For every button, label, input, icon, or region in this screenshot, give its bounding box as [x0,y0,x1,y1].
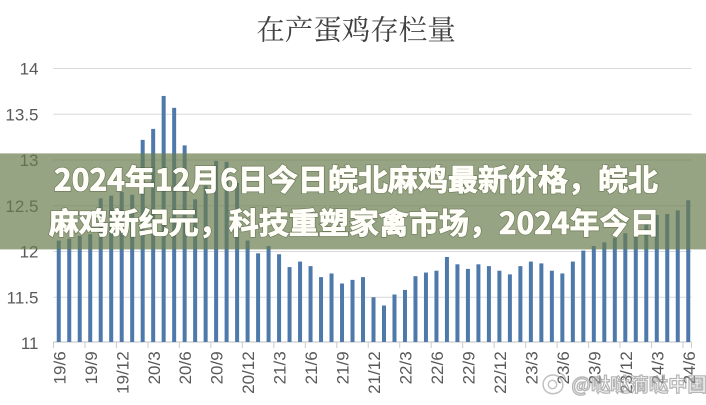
svg-text:19/6: 19/6 [50,351,69,384]
svg-text:23/6: 23/6 [554,351,573,384]
svg-text:22/9: 22/9 [460,351,479,384]
svg-text:21/9: 21/9 [334,351,353,384]
svg-text:21/3: 21/3 [271,351,290,384]
svg-text:22/3: 22/3 [397,351,416,384]
svg-text:19/9: 19/9 [82,351,101,384]
svg-text:19/12: 19/12 [113,351,132,394]
svg-text:21/6: 21/6 [302,351,321,384]
svg-text:20/6: 20/6 [176,351,195,384]
svg-text:22/6: 22/6 [428,351,447,384]
svg-text:11.5: 11.5 [7,288,39,307]
svg-text:22/12: 22/12 [491,351,510,394]
svg-text:21/12: 21/12 [365,351,384,394]
svg-text:11: 11 [21,334,39,353]
svg-text:20/12: 20/12 [239,351,258,394]
svg-text:14: 14 [20,60,39,79]
svg-text:13.5: 13.5 [5,105,38,124]
svg-text:20/9: 20/9 [208,351,227,384]
svg-text:20/3: 20/3 [145,351,164,384]
svg-text:23/3: 23/3 [522,351,541,384]
